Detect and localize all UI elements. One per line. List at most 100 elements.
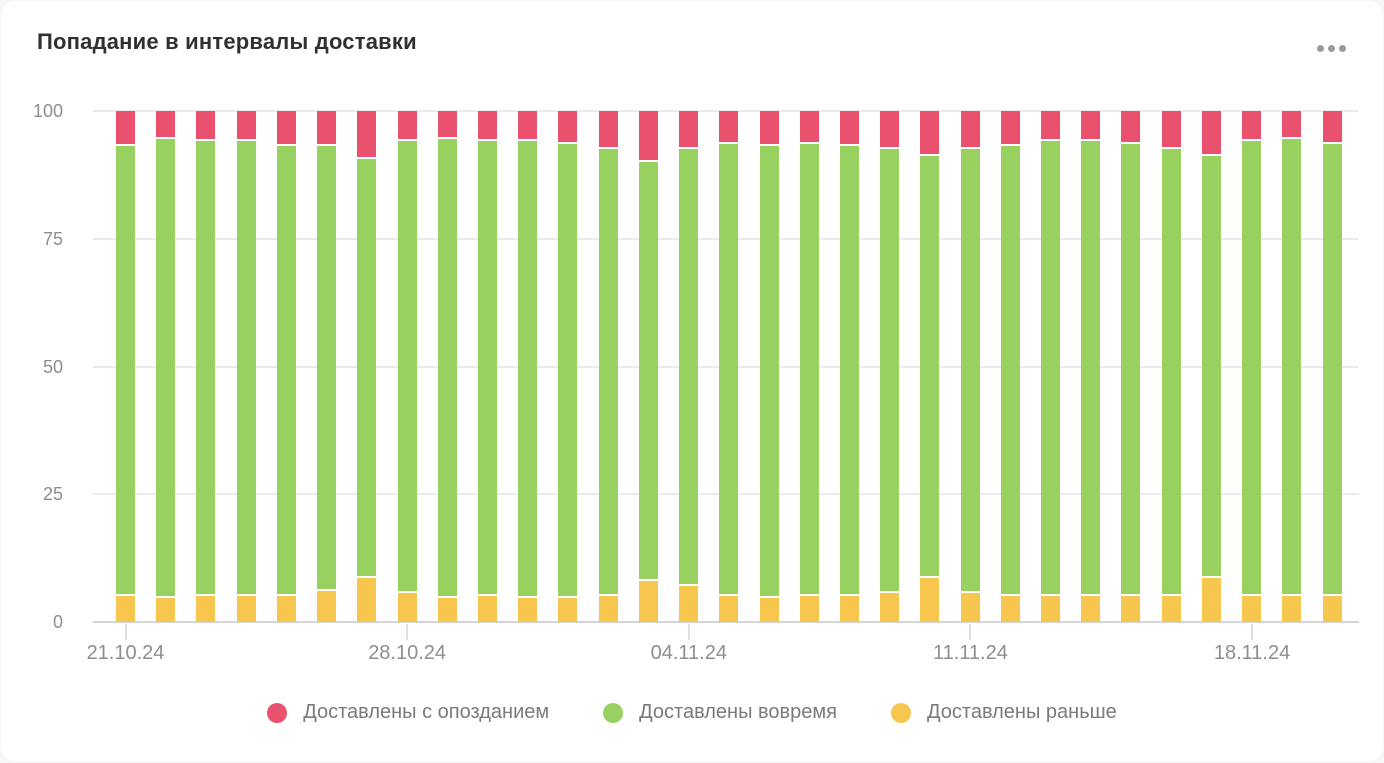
segment-early[interactable] <box>679 583 699 622</box>
segment-early[interactable] <box>1322 593 1342 622</box>
segment-early[interactable] <box>558 596 578 622</box>
stacked-bar[interactable] <box>1000 111 1020 622</box>
segment-on_time[interactable] <box>156 136 176 597</box>
segment-on_time[interactable] <box>920 154 940 577</box>
stacked-bar[interactable] <box>799 111 819 622</box>
segment-late[interactable] <box>1121 111 1141 142</box>
segment-late[interactable] <box>880 111 900 147</box>
stacked-bar[interactable] <box>1242 111 1262 622</box>
segment-late[interactable] <box>397 111 417 140</box>
stacked-bar[interactable] <box>156 111 176 622</box>
stacked-bar[interactable] <box>1041 111 1061 622</box>
segment-early[interactable] <box>759 596 779 622</box>
segment-early[interactable] <box>920 576 940 622</box>
stacked-bar[interactable] <box>236 111 256 622</box>
segment-on_time[interactable] <box>1000 144 1020 594</box>
segment-late[interactable] <box>719 111 739 142</box>
segment-on_time[interactable] <box>236 139 256 594</box>
segment-late[interactable] <box>156 111 176 137</box>
segment-early[interactable] <box>1041 593 1061 622</box>
segment-late[interactable] <box>1322 111 1342 142</box>
segment-on_time[interactable] <box>276 144 296 594</box>
segment-late[interactable] <box>1161 111 1181 147</box>
segment-on_time[interactable] <box>719 141 739 594</box>
segment-on_time[interactable] <box>1282 136 1302 594</box>
segment-on_time[interactable] <box>1161 146 1181 594</box>
legend-item-on-time[interactable]: Доставлены вовремя <box>603 701 837 724</box>
segment-on_time[interactable] <box>477 139 497 594</box>
stacked-bar[interactable] <box>397 111 417 622</box>
stacked-bar[interactable] <box>679 111 699 622</box>
segment-late[interactable] <box>799 111 819 142</box>
stacked-bar[interactable] <box>1121 111 1141 622</box>
segment-late[interactable] <box>276 111 296 145</box>
segment-early[interactable] <box>1161 593 1181 622</box>
stacked-bar[interactable] <box>116 111 135 622</box>
segment-early[interactable] <box>156 596 176 622</box>
stacked-bar[interactable] <box>1201 111 1221 622</box>
segment-on_time[interactable] <box>1121 141 1141 594</box>
segment-on_time[interactable] <box>1201 154 1221 577</box>
segment-early[interactable] <box>397 591 417 622</box>
segment-late[interactable] <box>920 111 940 155</box>
segment-on_time[interactable] <box>1081 139 1101 594</box>
segment-on_time[interactable] <box>880 146 900 592</box>
stacked-bar[interactable] <box>558 111 578 622</box>
segment-late[interactable] <box>1282 111 1302 137</box>
segment-early[interactable] <box>196 593 216 622</box>
segment-late[interactable] <box>1041 111 1061 140</box>
segment-early[interactable] <box>1081 593 1101 622</box>
segment-on_time[interactable] <box>1242 139 1262 594</box>
segment-on_time[interactable] <box>1322 141 1342 594</box>
segment-on_time[interactable] <box>799 141 819 594</box>
segment-early[interactable] <box>598 593 618 622</box>
stacked-bar[interactable] <box>598 111 618 622</box>
segment-on_time[interactable] <box>558 141 578 597</box>
segment-late[interactable] <box>839 111 859 145</box>
segment-late[interactable] <box>759 111 779 145</box>
segment-early[interactable] <box>1282 593 1302 622</box>
segment-late[interactable] <box>236 111 256 140</box>
stacked-bar[interactable] <box>839 111 859 622</box>
legend-item-late[interactable]: Доставлены с опозданием <box>267 701 549 724</box>
segment-early[interactable] <box>236 593 256 622</box>
segment-early[interactable] <box>437 596 457 622</box>
segment-on_time[interactable] <box>679 146 699 584</box>
segment-early[interactable] <box>477 593 497 622</box>
segment-on_time[interactable] <box>638 159 658 579</box>
segment-late[interactable] <box>437 111 457 137</box>
stacked-bar[interactable] <box>196 111 216 622</box>
segment-early[interactable] <box>839 593 859 622</box>
segment-on_time[interactable] <box>196 139 216 594</box>
stacked-bar[interactable] <box>719 111 739 622</box>
segment-late[interactable] <box>317 111 337 145</box>
segment-late[interactable] <box>1000 111 1020 145</box>
segment-late[interactable] <box>1242 111 1262 140</box>
segment-on_time[interactable] <box>437 136 457 597</box>
stacked-bar[interactable] <box>920 111 940 622</box>
segment-on_time[interactable] <box>397 139 417 592</box>
stacked-bar[interactable] <box>477 111 497 622</box>
segment-early[interactable] <box>719 593 739 622</box>
stacked-bar[interactable] <box>880 111 900 622</box>
segment-on_time[interactable] <box>960 146 980 592</box>
segment-late[interactable] <box>196 111 216 140</box>
segment-late[interactable] <box>558 111 578 142</box>
segment-on_time[interactable] <box>1041 139 1061 594</box>
stacked-bar[interactable] <box>276 111 296 622</box>
segment-early[interactable] <box>116 593 135 622</box>
segment-on_time[interactable] <box>357 157 377 577</box>
stacked-bar[interactable] <box>960 111 980 622</box>
stacked-bar[interactable] <box>1282 111 1302 622</box>
stacked-bar[interactable] <box>1081 111 1101 622</box>
segment-early[interactable] <box>1121 593 1141 622</box>
segment-on_time[interactable] <box>759 144 779 597</box>
segment-early[interactable] <box>799 593 819 622</box>
stacked-bar[interactable] <box>437 111 457 622</box>
segment-late[interactable] <box>477 111 497 140</box>
ellipsis-menu-button[interactable] <box>1311 37 1351 59</box>
segment-on_time[interactable] <box>317 144 337 589</box>
segment-early[interactable] <box>638 578 658 622</box>
segment-late[interactable] <box>960 111 980 147</box>
segment-late[interactable] <box>638 111 658 160</box>
